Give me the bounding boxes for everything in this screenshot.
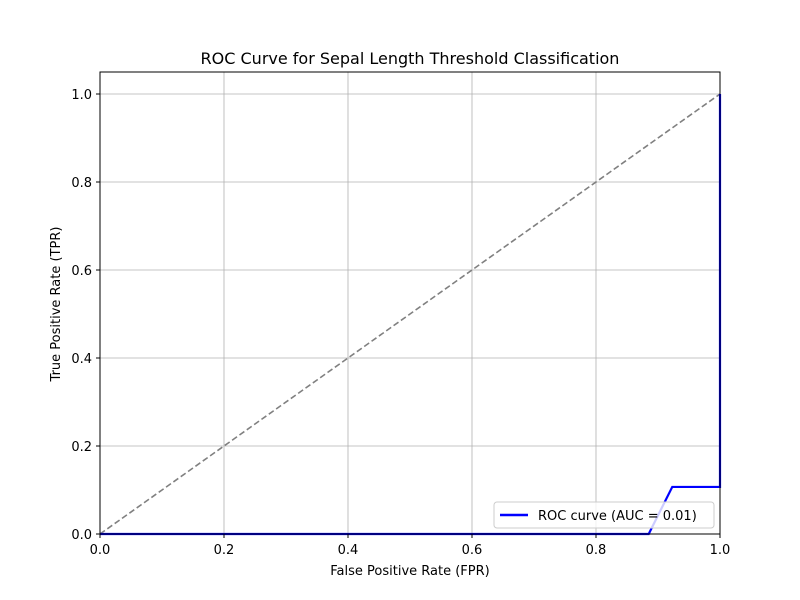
legend-box bbox=[493, 501, 715, 529]
x-tick-label: 0.6 bbox=[462, 543, 483, 558]
y-tick-label: 0.0 bbox=[71, 528, 92, 543]
y-tick-label: 0.6 bbox=[71, 264, 92, 279]
x-tick-label: 0.2 bbox=[214, 543, 235, 558]
legend-series-label: ROC curve (AUC = 0.01) bbox=[538, 509, 697, 524]
x-tick-label: 1.0 bbox=[710, 543, 731, 558]
plot-frame bbox=[99, 71, 721, 535]
x-axis-label: False Positive Rate (FPR) bbox=[330, 564, 489, 579]
x-tick-label: 0.4 bbox=[338, 543, 359, 558]
y-tick-label: 1.0 bbox=[71, 88, 92, 103]
y-tick-label: 0.4 bbox=[71, 352, 92, 367]
y-axis-label: True Positive Rate (TPR) bbox=[49, 227, 64, 383]
grid-layer bbox=[99, 72, 721, 535]
x-tick-label: 0.8 bbox=[586, 543, 607, 558]
ticks-layer: 0.0 0.2 0.4 0.6 0.8 1.0 0.0 0.2 0.4 0.6 0.8 1.0 bbox=[71, 88, 730, 558]
y-tick-label: 0.8 bbox=[71, 176, 92, 191]
y-tick-label: 0.2 bbox=[71, 440, 92, 455]
diagonal-reference-line bbox=[99, 93, 721, 535]
x-tick-label: 0.0 bbox=[90, 543, 111, 558]
legend: ROC curve (AUC = 0.01) bbox=[493, 501, 715, 529]
chart-title: ROC Curve for Sepal Length Threshold Cla… bbox=[201, 49, 620, 68]
